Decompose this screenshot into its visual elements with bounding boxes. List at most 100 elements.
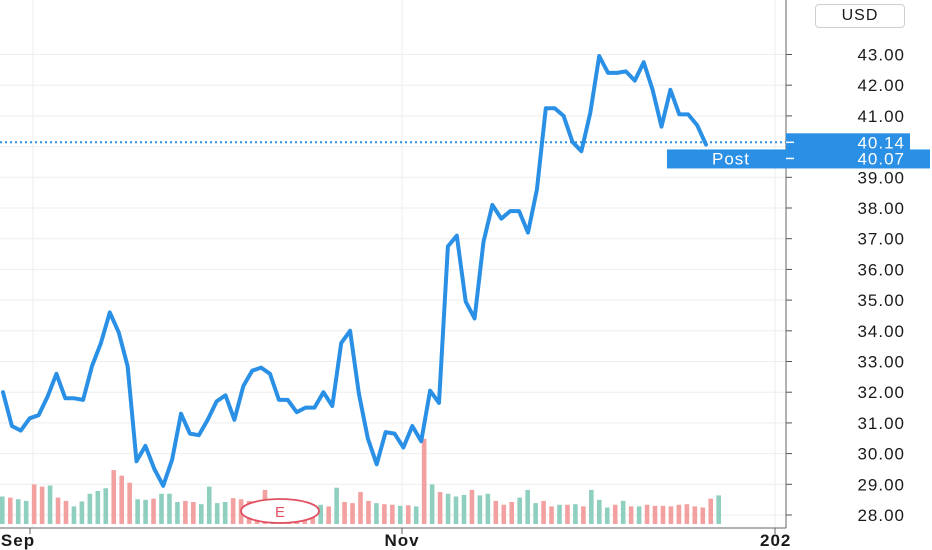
volume-bar — [509, 502, 515, 524]
volume-bar — [135, 499, 140, 524]
post-tag-label: Post — [712, 149, 750, 168]
price-series — [1, 54, 708, 488]
volume-bar — [620, 500, 626, 524]
volume-bar — [469, 489, 475, 524]
last-price-label: 40.14 — [857, 133, 905, 152]
volume-bar — [612, 504, 618, 524]
y-tick-label: 35.00 — [857, 291, 905, 310]
volume-bar — [79, 501, 85, 524]
volume-bar — [230, 498, 236, 524]
volume-bar — [716, 495, 721, 524]
volume-bar — [103, 488, 109, 524]
volume-bar — [95, 491, 101, 524]
volume-bar — [151, 498, 156, 524]
volume-bar — [191, 502, 196, 524]
volume-bar — [405, 505, 411, 524]
currency-label: USD — [841, 7, 879, 24]
events: E — [240, 498, 320, 524]
post-price-label: 40.07 — [857, 149, 905, 168]
volume-bar — [111, 470, 117, 524]
volume-bar — [23, 500, 29, 524]
volume-bar — [700, 507, 706, 524]
volume-bar — [461, 494, 467, 524]
y-tick-label: 29.00 — [857, 475, 905, 494]
currency-badge[interactable]: USD — [815, 4, 905, 28]
price-axis: 28.00 29.00 30.00 31.00 32.00 33.00 34.00 35.00… — [785, 0, 905, 528]
y-tick-label: 37.00 — [857, 230, 905, 249]
volume-bar — [517, 497, 522, 524]
volume-bar — [382, 504, 387, 524]
y-tick-label: 39.00 — [857, 168, 905, 187]
volume-bar — [581, 506, 586, 524]
volume-bar — [342, 502, 347, 524]
y-tick-label: 41.00 — [857, 107, 905, 126]
volume-bar — [604, 507, 610, 524]
volume-bar — [390, 504, 395, 524]
x-tick-label: 202 — [760, 531, 791, 550]
volume-bar — [421, 438, 427, 524]
y-tick-label: 43.00 — [857, 46, 905, 65]
volume-bar — [501, 504, 507, 524]
grid-lines — [0, 0, 786, 528]
volume-bar — [7, 497, 13, 524]
volume-bar — [47, 485, 53, 524]
volume-bar — [334, 487, 339, 524]
volume-bar — [549, 506, 554, 524]
volume-bar — [636, 506, 642, 524]
volume-bar — [358, 492, 363, 524]
volume-bar — [692, 506, 698, 524]
volume-bar — [541, 500, 546, 524]
volume-bar — [167, 493, 172, 524]
volume-bar — [326, 506, 331, 524]
volume-bar — [71, 506, 77, 524]
y-tick-label: 38.00 — [857, 199, 905, 218]
volume-bar — [413, 506, 419, 524]
volume-bar — [445, 493, 451, 524]
y-tick-label: 31.00 — [857, 414, 905, 433]
volume-bar — [684, 504, 690, 524]
volume-bar — [485, 493, 491, 524]
volume-bar — [557, 504, 562, 524]
y-tick-label: 36.00 — [857, 260, 905, 279]
volume-bar — [63, 500, 69, 524]
volume-bar — [374, 503, 379, 524]
volume-bar — [87, 493, 93, 524]
volume-bar — [55, 497, 61, 524]
post-price-label-bg — [667, 149, 930, 169]
volume-bar — [199, 504, 204, 524]
volume-bar — [31, 484, 37, 524]
volume-bar — [214, 503, 220, 524]
volume-bar — [676, 504, 682, 524]
volume-bar — [206, 486, 212, 524]
last-price-label-bg — [786, 133, 910, 152]
price-labels: 40.14 Post 40.07 — [667, 133, 930, 169]
time-axis: Sep Nov 202 — [0, 527, 791, 550]
y-tick-label: 34.00 — [857, 322, 905, 341]
x-tick-label: Nov — [384, 531, 419, 550]
volume-bar — [597, 499, 602, 524]
volume-bar — [525, 489, 530, 524]
volume-bar — [565, 504, 570, 524]
volume-bar — [318, 504, 323, 524]
earnings-marker-circle — [240, 498, 320, 524]
y-tick-label: 30.00 — [857, 445, 905, 464]
volume-bar — [15, 499, 21, 524]
volume-bar — [477, 495, 483, 524]
volume-bar — [127, 482, 132, 524]
x-tick-label: Sep — [1, 531, 35, 550]
volume-bar — [0, 496, 5, 524]
volume-bar — [660, 505, 666, 524]
volume-bar — [493, 500, 499, 524]
volume-bar — [533, 503, 538, 524]
volume-bar — [398, 505, 403, 524]
volume-bar — [437, 492, 443, 524]
earnings-event-marker[interactable]: E — [240, 498, 320, 524]
volume-bar — [175, 502, 180, 524]
volume-bar — [119, 475, 124, 524]
volume-bar — [573, 504, 578, 524]
volume-bar — [366, 500, 371, 524]
volume-bar — [143, 499, 148, 524]
y-tick-label: 33.00 — [857, 353, 905, 372]
volume-bar — [159, 493, 164, 524]
